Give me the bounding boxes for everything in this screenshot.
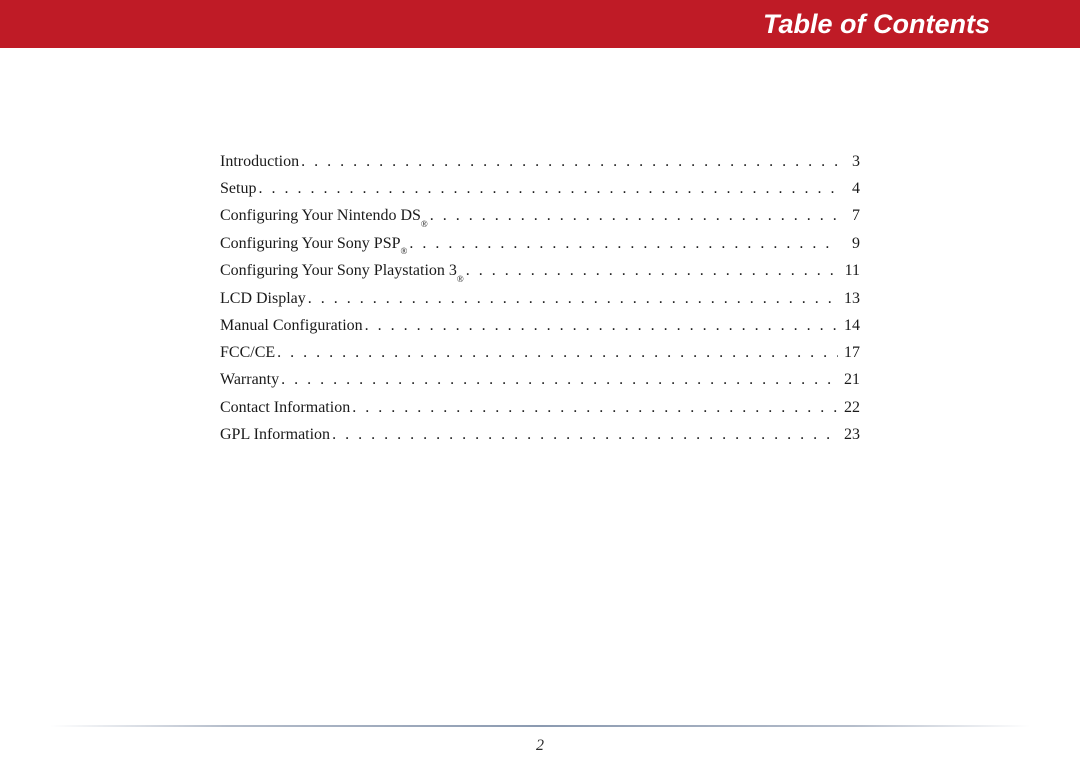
toc-leader-dots <box>428 202 838 229</box>
toc-page-number: 11 <box>838 257 860 284</box>
toc-entry: Configuring Your Sony Playstation 3® 11 <box>220 257 860 284</box>
toc-leader-dots <box>330 421 838 448</box>
toc-entry: Warranty 21 <box>220 366 860 393</box>
page-number: 2 <box>0 737 1080 755</box>
header-bar: Table of Contents <box>0 0 1080 48</box>
toc-label: Warranty <box>220 366 279 393</box>
toc-label: GPL Information <box>220 421 330 448</box>
toc-leader-dots <box>464 257 838 284</box>
toc-label: Setup <box>220 175 256 202</box>
toc-entry: Introduction 3 <box>220 148 860 175</box>
toc-list: Introduction 3 Setup 4 Configuring Your … <box>220 148 860 448</box>
registered-mark-icon: ® <box>457 274 464 284</box>
toc-entry: Contact Information 22 <box>220 394 860 421</box>
toc-page-number: 4 <box>838 175 860 202</box>
toc-label: Configuring Your Sony PSP® <box>220 230 407 257</box>
toc-entry: GPL Information 23 <box>220 421 860 448</box>
page-title: Table of Contents <box>763 9 990 40</box>
toc-label: LCD Display <box>220 285 306 312</box>
toc-leader-dots <box>275 339 838 366</box>
toc-page-number: 22 <box>838 394 860 421</box>
toc-leader-dots <box>363 312 838 339</box>
toc-entry: Setup 4 <box>220 175 860 202</box>
toc-label: Manual Configuration <box>220 312 363 339</box>
toc-page-number: 17 <box>838 339 860 366</box>
registered-mark-icon: ® <box>401 246 408 256</box>
toc-label: Introduction <box>220 148 299 175</box>
toc-page-number: 13 <box>838 285 860 312</box>
toc-page-number: 3 <box>838 148 860 175</box>
toc-leader-dots <box>279 366 838 393</box>
toc-label: Configuring Your Nintendo DS® <box>220 202 428 229</box>
toc-page-number: 14 <box>838 312 860 339</box>
toc-label: FCC/CE <box>220 339 275 366</box>
toc-entry: Configuring Your Nintendo DS® 7 <box>220 202 860 229</box>
toc-entry: Configuring Your Sony PSP® 9 <box>220 230 860 257</box>
toc-entry: LCD Display 13 <box>220 285 860 312</box>
toc-label: Configuring Your Sony Playstation 3® <box>220 257 464 284</box>
toc-leader-dots <box>299 148 838 175</box>
toc-leader-dots <box>306 285 838 312</box>
toc-entry: FCC/CE 17 <box>220 339 860 366</box>
toc-page-number: 9 <box>838 230 860 257</box>
toc-label: Contact Information <box>220 394 350 421</box>
toc-page-number: 23 <box>838 421 860 448</box>
toc-page-number: 21 <box>838 366 860 393</box>
toc-leader-dots <box>407 230 838 257</box>
toc-leader-dots <box>350 394 838 421</box>
registered-mark-icon: ® <box>421 219 428 229</box>
toc-page-number: 7 <box>838 202 860 229</box>
content-area: Introduction 3 Setup 4 Configuring Your … <box>0 48 1080 448</box>
toc-leader-dots <box>256 175 838 202</box>
footer-rule <box>50 725 1030 727</box>
toc-entry: Manual Configuration 14 <box>220 312 860 339</box>
